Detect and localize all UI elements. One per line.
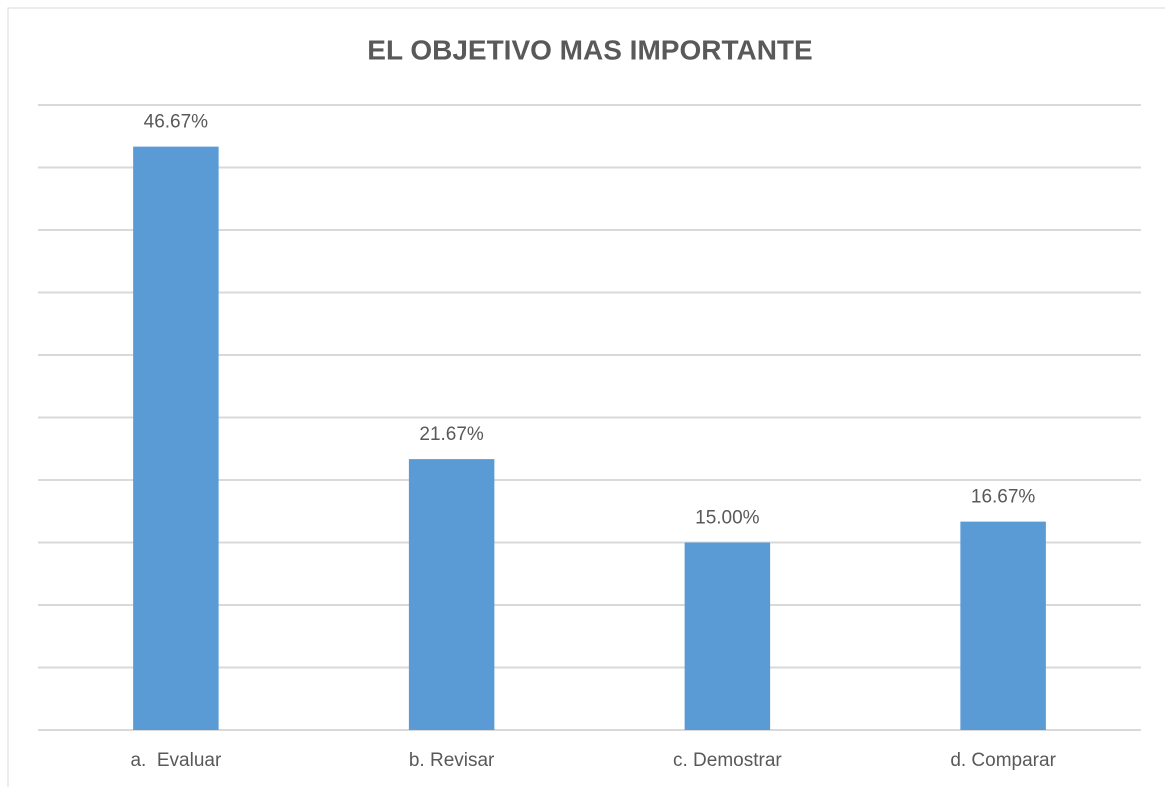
bar [960, 521, 1046, 730]
chart-title: EL OBJETIVO MAS IMPORTANTE [367, 34, 812, 65]
data-label: 21.67% [419, 424, 484, 445]
chart-border [7, 7, 1165, 787]
bar [133, 146, 219, 730]
x-tick-label: d. Comparar [950, 750, 1056, 771]
data-label: 46.67% [144, 112, 209, 133]
x-tick-label: b. Revisar [409, 750, 495, 771]
data-label: 15.00% [695, 508, 760, 529]
data-label: 16.67% [971, 487, 1036, 508]
bar [684, 542, 771, 730]
bar [408, 459, 495, 730]
x-tick-label: c. Demostrar [673, 750, 782, 771]
x-tick-label: a. Evaluar [130, 750, 221, 771]
